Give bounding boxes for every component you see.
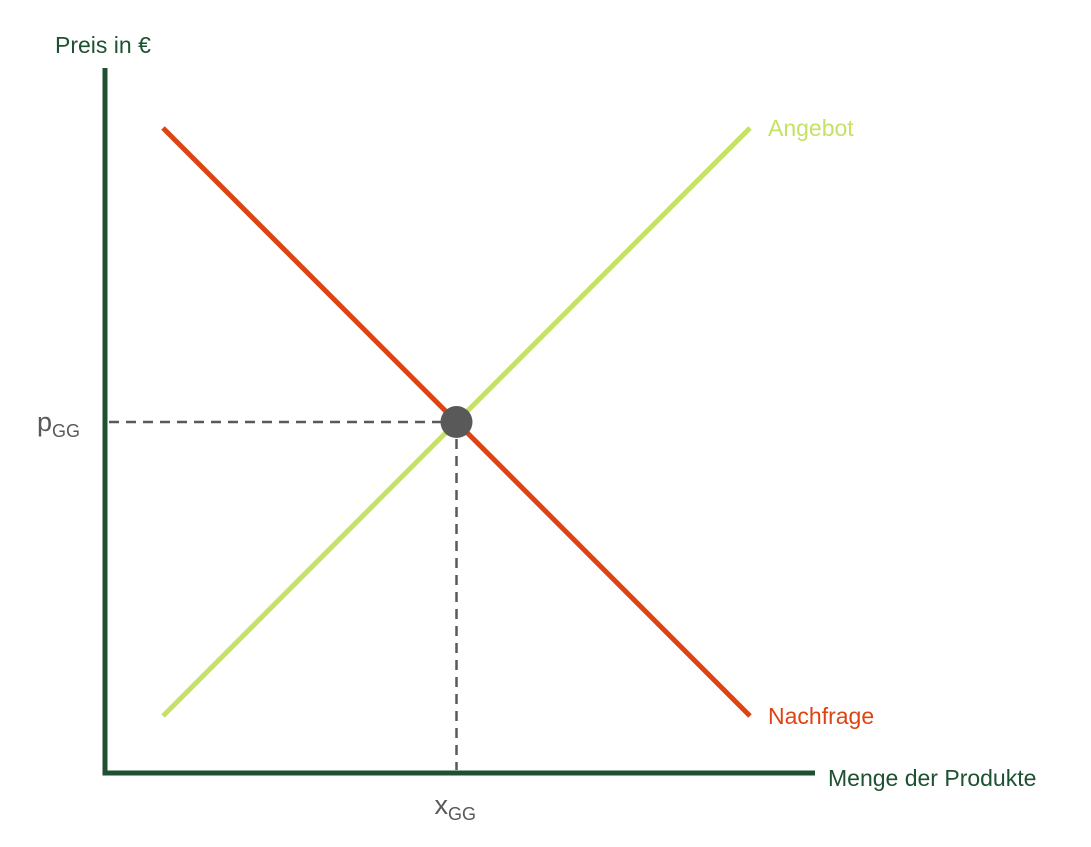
- equilibrium-price-label: pGG: [37, 407, 80, 441]
- equilibrium-price-label-main: p: [37, 407, 52, 437]
- equilibrium-quantity-label: xGG: [435, 790, 477, 824]
- equilibrium-quantity-label-sub: GG: [448, 804, 476, 824]
- y-axis-label: Preis in €: [55, 32, 151, 58]
- equilibrium-quantity-label-main: x: [435, 790, 449, 820]
- equilibrium-point: [440, 406, 473, 438]
- x-axis-label: Menge der Produkte: [828, 765, 1036, 791]
- series-label-nachfrage: Nachfrage: [768, 703, 874, 729]
- series-label-angebot: Angebot: [768, 115, 854, 141]
- equilibrium-price-label-sub: GG: [52, 421, 80, 441]
